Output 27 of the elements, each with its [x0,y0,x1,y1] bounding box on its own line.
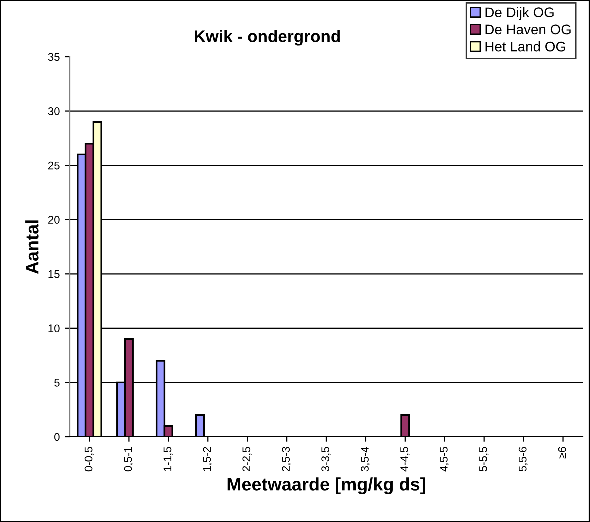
y-tick-label: 0 [54,433,60,442]
x-tick-label: 4-4,5 [400,447,410,472]
x-tick-label: 3,5-4 [361,447,370,472]
y-tick-label: 10 [48,324,60,333]
x-tick-label: 0-0,5 [84,447,94,472]
x-tick-label: 1,5-2 [203,447,212,472]
y-axis-title: Aantal [26,220,39,274]
y-tick-label: 30 [48,108,60,116]
x-tick-label: 3-3,5 [322,447,331,472]
x-tick-label: 2,5-3 [282,447,292,472]
y-tick-label: 5 [54,379,60,387]
x-tick-label: 5-5,5 [480,447,489,472]
x-tick-label: 4,5-5 [440,447,450,472]
x-tick-label: 2-2,5 [242,447,252,472]
x-tick-label: 1-1,5 [164,447,173,472]
y-tick-label: 25 [48,162,60,170]
x-tick-label: 5,5-6 [518,447,528,472]
x-axis-title: Meetwaarde [mg/kg ds] [228,478,426,495]
legend-label: De Haven OG [486,24,571,35]
x-tick-label: ≥6 [558,447,566,459]
x-tick-label: 0,5-1 [124,447,134,472]
y-tick-label: 20 [48,216,60,224]
y-tick-label: 15 [48,270,60,278]
legend-label: De Dijk OG [486,7,554,20]
y-tick-label: 35 [48,53,60,62]
chart-title: Kwik - ondergrond [195,30,340,46]
legend-label: Het Land OG [486,42,566,52]
